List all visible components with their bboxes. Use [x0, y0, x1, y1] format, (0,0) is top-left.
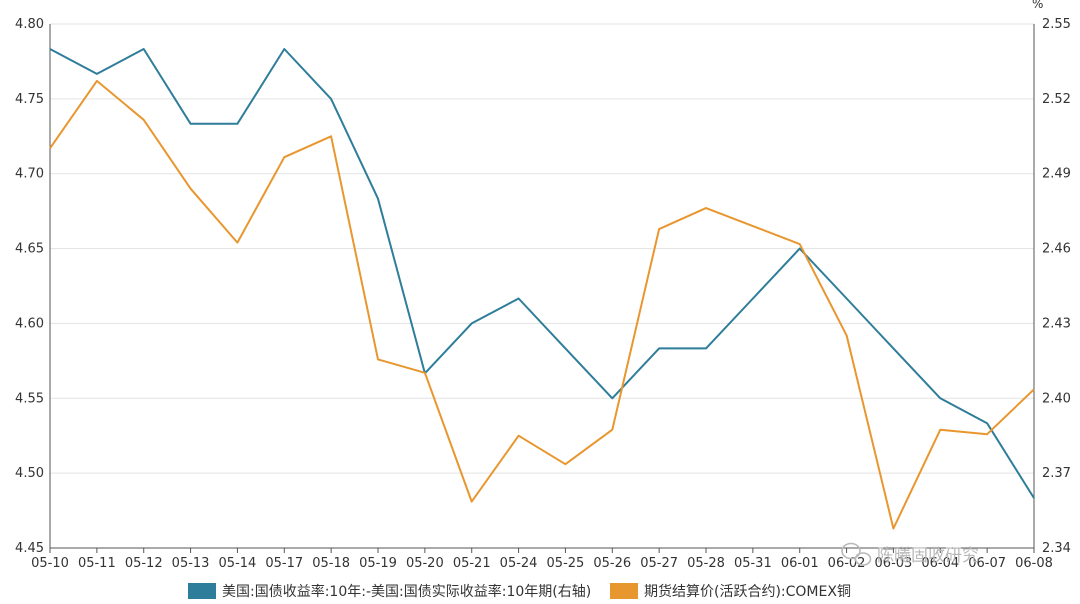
left-tick-label: 4.65 — [15, 242, 44, 257]
left-axis-ticks: 4.45 4.50 4.55 4.60 4.65 4.70 4.75 4.80 — [15, 17, 44, 556]
legend-label: 期货结算价(活跃合约):COMEX铜 — [644, 583, 851, 600]
x-tick-label: 06-04 — [921, 556, 959, 571]
x-tick-label: 05-26 — [593, 556, 631, 571]
x-tick-label: 05-21 — [453, 556, 491, 571]
x-axis-ticks: 05-10 05-11 05-12 05-13 05-14 05-17 05-18 05-19… — [31, 548, 1053, 571]
left-tick-label: 4.70 — [15, 167, 44, 182]
series-line-comex-copper — [49, 79, 1035, 530]
legend-swatch — [188, 583, 216, 599]
legend: 美国:国债收益率:10年:-美国:国债实际收益率:10年期(右轴) 期货结算价(活… — [188, 583, 851, 600]
x-tick-label: 06-01 — [781, 556, 819, 571]
x-tick-label: 05-28 — [687, 556, 725, 571]
x-tick-label: 05-31 — [734, 556, 772, 571]
series-lines — [49, 48, 1035, 530]
right-axis-unit: % — [1032, 0, 1043, 11]
right-tick-label: 2.40 — [1042, 391, 1071, 406]
x-tick-label: 05-18 — [312, 556, 350, 571]
left-tick-label: 4.55 — [15, 391, 44, 406]
right-tick-label: 2.37 — [1042, 466, 1071, 481]
right-tick-label: 2.34 — [1042, 541, 1071, 556]
x-tick-label: 05-27 — [640, 556, 678, 571]
wechat-icon — [841, 542, 872, 566]
right-axis-ticks: 2.34 2.37 2.40 2.43 2.46 2.49 2.52 2.55 — [1042, 17, 1071, 556]
x-tick-label: 05-20 — [406, 556, 444, 571]
right-tick-label: 2.46 — [1042, 242, 1071, 257]
legend-label: 美国:国债收益率:10年:-美国:国债实际收益率:10年期(右轴) — [222, 583, 591, 600]
axes — [49, 24, 1035, 549]
x-tick-label: 05-25 — [547, 556, 585, 571]
watermark: 陈曦固收研究 — [841, 542, 979, 566]
right-tick-label: 2.49 — [1042, 167, 1071, 182]
left-tick-label: 4.75 — [15, 92, 44, 107]
grid-lines — [50, 23, 1034, 474]
x-tick-label: 06-07 — [968, 556, 1006, 571]
left-tick-label: 4.60 — [15, 316, 44, 331]
x-tick-label: 05-17 — [265, 556, 303, 571]
x-tick-label: 05-19 — [359, 556, 397, 571]
watermark-text: 陈曦固收研究 — [877, 546, 979, 566]
x-tick-label: 05-11 — [78, 556, 116, 571]
left-tick-label: 4.50 — [15, 466, 44, 481]
legend-swatch — [610, 583, 638, 599]
x-tick-label: 05-24 — [500, 556, 538, 571]
x-tick-label: 05-14 — [219, 556, 257, 571]
x-tick-label: 06-08 — [1015, 556, 1053, 571]
left-tick-label: 4.80 — [15, 17, 44, 32]
right-tick-label: 2.43 — [1042, 316, 1071, 331]
series-line-yield-spread — [49, 48, 1035, 499]
x-tick-label: 06-03 — [875, 556, 913, 571]
right-tick-label: 2.55 — [1042, 17, 1071, 32]
left-tick-label: 4.45 — [15, 541, 44, 556]
right-tick-label: 2.52 — [1042, 92, 1071, 107]
x-tick-label: 05-10 — [31, 556, 69, 571]
x-tick-label: 05-12 — [125, 556, 163, 571]
x-tick-label: 05-13 — [172, 556, 210, 571]
